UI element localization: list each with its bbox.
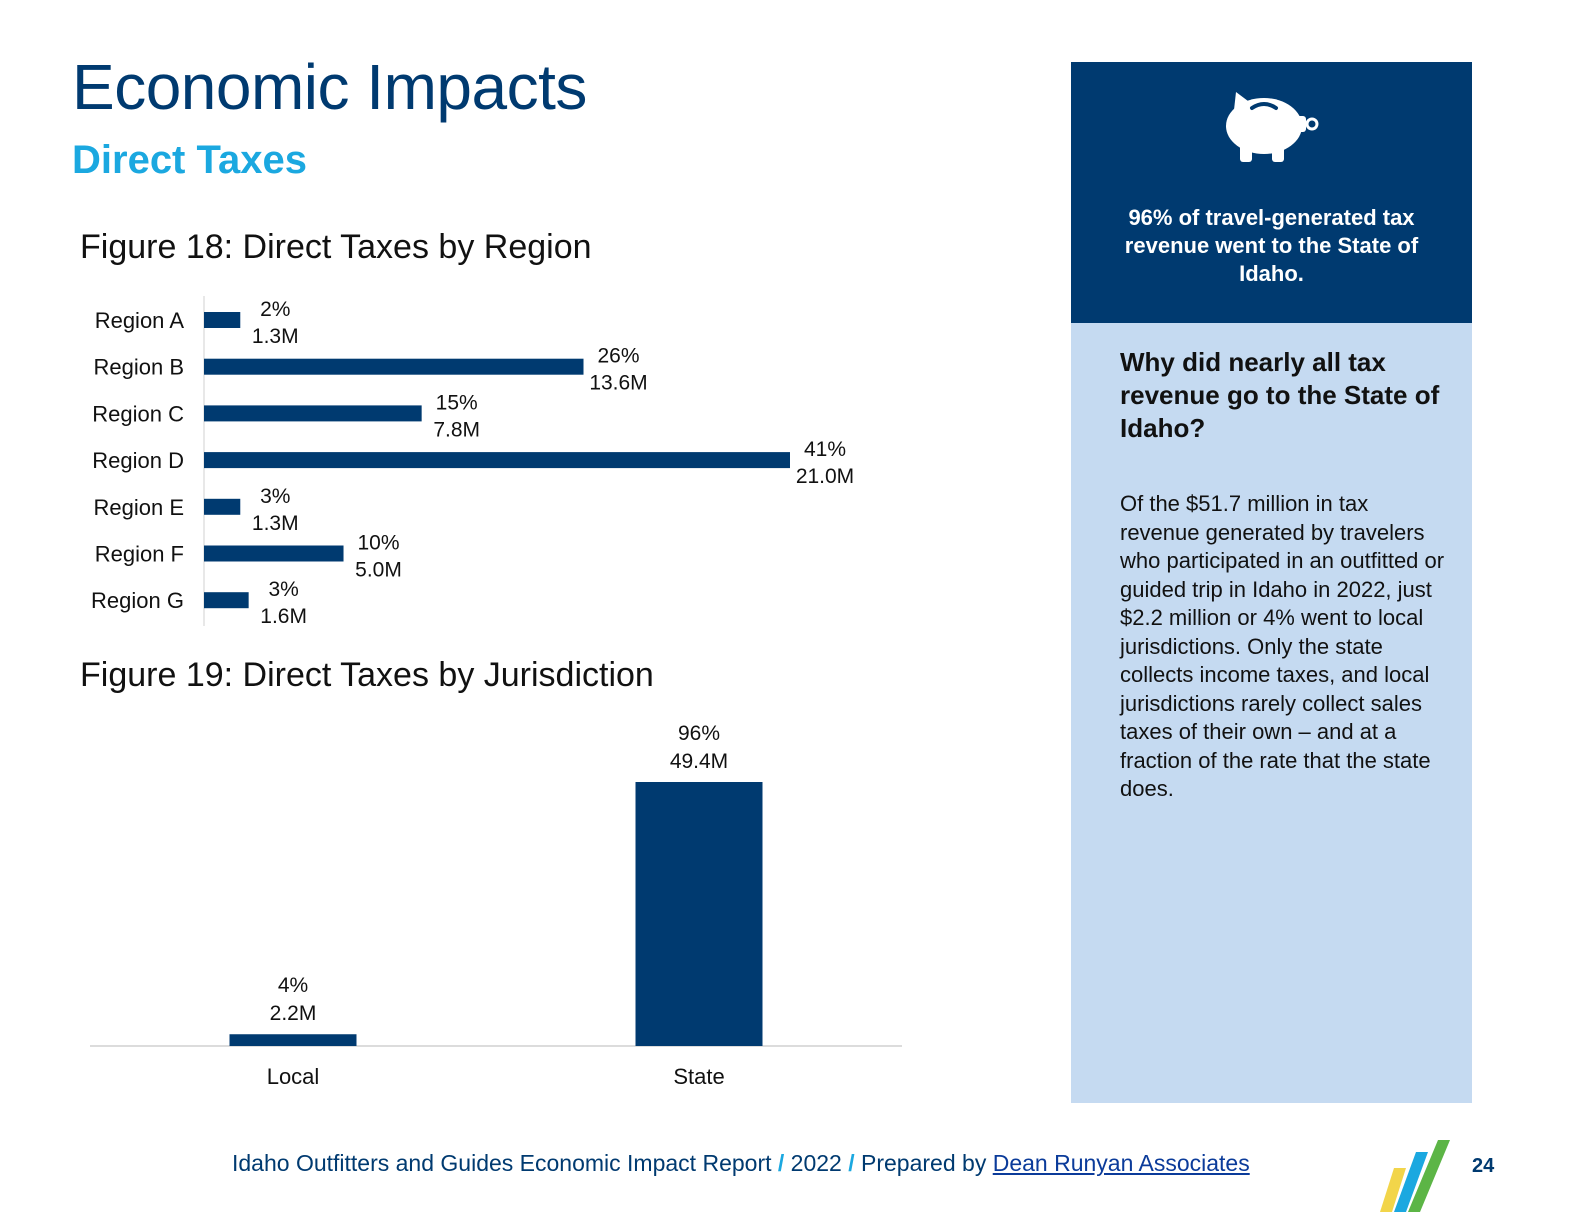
author-link[interactable]: Dean Runyan Associates — [992, 1150, 1250, 1176]
category-label: State — [673, 1064, 724, 1089]
category-label: Region F — [95, 542, 184, 567]
footer-prepared-label: Prepared by — [861, 1150, 987, 1176]
footer-year: 2022 — [790, 1150, 842, 1176]
value-label: 7.8M — [433, 418, 480, 441]
percent-label: 41% — [804, 438, 846, 461]
value-label: 21.0M — [796, 465, 854, 488]
sidebar-question: Why did nearly all tax revenue go to the… — [1120, 347, 1440, 443]
category-label: Region E — [93, 495, 184, 520]
page-title: Economic Impacts — [72, 51, 587, 123]
percent-label: 15% — [436, 391, 478, 414]
percent-label: 3% — [268, 578, 298, 601]
category-label: Local — [267, 1064, 320, 1089]
category-label: Region D — [92, 448, 184, 473]
value-label: 49.4M — [670, 750, 728, 773]
stripes-logo-icon — [1380, 1140, 1450, 1212]
value-label: 2.2M — [270, 1002, 317, 1025]
value-label: 1.3M — [252, 512, 299, 535]
page-number: 24 — [1472, 1155, 1495, 1177]
bar — [204, 592, 249, 609]
sidebar-body: Of the $51.7 million in tax revenue gene… — [1120, 491, 1445, 801]
value-label: 1.3M — [252, 325, 299, 348]
category-label: Region B — [93, 355, 184, 380]
footer: Idaho Outfitters and Guides Economic Imp… — [232, 1150, 1250, 1177]
region-bar-chart: Region A 2% 1.3M Region B 26% 13.6M Region C 15… — [91, 296, 854, 628]
percent-label: 10% — [358, 532, 400, 555]
footer-separator: / — [848, 1150, 855, 1176]
bar — [229, 1034, 357, 1046]
value-label: 13.6M — [589, 372, 647, 395]
bar — [204, 498, 241, 515]
percent-label: 96% — [678, 722, 720, 745]
bar — [204, 312, 241, 328]
category-label: Region C — [92, 401, 184, 426]
jurisdiction-bar-chart: 4% 2.2M Local 96% 49.4M State — [90, 722, 902, 1089]
figure-19-title: Figure 19: Direct Taxes by Jurisdiction — [80, 656, 654, 694]
percent-label: 4% — [278, 974, 308, 997]
percent-label: 26% — [597, 345, 639, 368]
bar — [204, 452, 790, 469]
value-label: 1.6M — [260, 605, 307, 628]
bar — [635, 782, 763, 1046]
highlight-text: 96% of travel-generated tax revenue went… — [1124, 205, 1419, 286]
bar — [204, 545, 344, 562]
bar — [204, 405, 422, 422]
value-label: 5.0M — [355, 559, 402, 582]
percent-label: 2% — [260, 298, 290, 321]
figure-18-title: Figure 18: Direct Taxes by Region — [80, 228, 592, 266]
explanation-panel — [1071, 323, 1472, 1103]
category-label: Region A — [95, 308, 185, 333]
footer-separator: / — [777, 1150, 785, 1176]
category-label: Region G — [91, 588, 184, 613]
footer-report-name: Idaho Outfitters and Guides Economic Imp… — [232, 1150, 772, 1176]
section-subtitle: Direct Taxes — [72, 138, 307, 182]
piggy-bank-icon — [1226, 92, 1319, 162]
percent-label: 3% — [260, 485, 290, 508]
bar — [204, 358, 584, 375]
